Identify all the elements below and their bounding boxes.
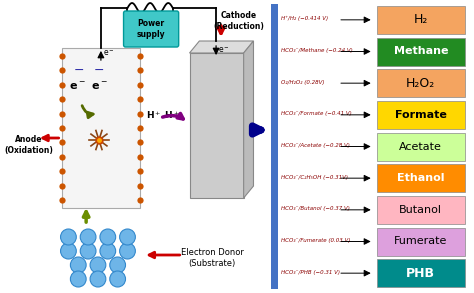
Bar [62,48,140,208]
Circle shape [110,271,126,287]
Text: HCO₃⁻/Acetate (−0.28 V): HCO₃⁻/Acetate (−0.28 V) [281,143,350,148]
Bar [376,6,465,34]
Bar [376,196,465,224]
Text: Fumerate: Fumerate [394,236,447,246]
Circle shape [119,243,136,259]
Circle shape [90,257,106,273]
Text: Ethanol: Ethanol [397,173,445,183]
Text: HCO₃⁻/Formate (−0.41 V): HCO₃⁻/Formate (−0.41 V) [281,111,352,116]
Text: Power
supply: Power supply [137,19,165,39]
Text: H$^+$ H$^+$: H$^+$ H$^+$ [146,109,180,121]
Text: e$^-$: e$^-$ [218,45,230,55]
Circle shape [61,229,76,245]
Text: HCO₃⁻/Methane (−0.24 V): HCO₃⁻/Methane (−0.24 V) [281,48,353,53]
Text: HCO₃⁻/PHB (−0.31 V): HCO₃⁻/PHB (−0.31 V) [281,270,340,275]
Text: H₂: H₂ [414,13,428,26]
Text: HCO₃⁻/Fumerate (0.03 V): HCO₃⁻/Fumerate (0.03 V) [281,238,350,243]
Circle shape [100,243,116,259]
Text: PHB: PHB [406,267,435,280]
Bar [190,53,244,198]
Circle shape [80,243,96,259]
Text: HCO₃⁻/C₂H₅OH (−0.31V): HCO₃⁻/C₂H₅OH (−0.31V) [281,175,348,180]
Bar [376,132,465,161]
Text: e$^-$: e$^-$ [69,80,86,92]
Circle shape [110,257,126,273]
Text: −: − [94,64,104,76]
Text: −: − [74,64,84,76]
Text: Methane: Methane [393,47,448,57]
Circle shape [119,229,136,245]
Text: Cathode
(Reduction): Cathode (Reduction) [213,11,264,31]
Circle shape [90,271,106,287]
Text: e$^-$: e$^-$ [103,48,115,58]
Bar [376,164,465,192]
Circle shape [61,243,76,259]
Bar [376,227,465,255]
Text: Butanol: Butanol [399,205,442,215]
Circle shape [71,271,86,287]
Text: e$^-$: e$^-$ [91,80,107,92]
Bar [376,259,465,287]
FancyBboxPatch shape [124,11,179,47]
Polygon shape [244,41,254,198]
Bar [271,4,278,289]
Text: O₂/H₂O₂ (0.28V): O₂/H₂O₂ (0.28V) [281,80,325,85]
Circle shape [80,229,96,245]
Bar [376,101,465,129]
Bar [376,69,465,97]
Text: Formate: Formate [395,110,447,120]
Bar [376,38,465,66]
Text: Anode
(Oxidation): Anode (Oxidation) [5,135,54,155]
Circle shape [71,257,86,273]
Text: H⁺/H₂ (−0.414 V): H⁺/H₂ (−0.414 V) [281,16,328,21]
Circle shape [100,229,116,245]
Text: Acetate: Acetate [400,142,442,151]
Text: HCO₃⁻/Butanol (−0.37 V): HCO₃⁻/Butanol (−0.37 V) [281,206,350,211]
Text: Electron Donor
(Substrate): Electron Donor (Substrate) [181,248,244,268]
Text: H₂O₂: H₂O₂ [406,77,436,90]
Polygon shape [190,41,254,53]
